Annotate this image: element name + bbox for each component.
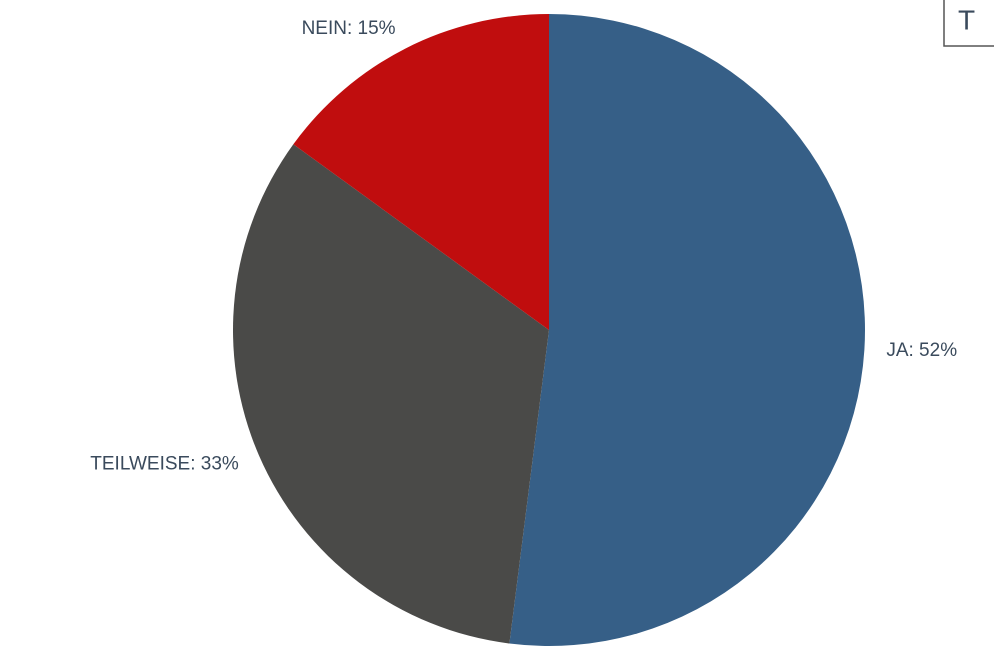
- pie-slice: [233, 144, 550, 644]
- data-label: NEIN: 15%: [302, 18, 396, 39]
- pie-slice: [509, 14, 865, 646]
- data-label: JA: 52%: [886, 340, 957, 361]
- data-label: TEILWEISE: 33%: [90, 453, 239, 474]
- chart-title: T: [958, 4, 975, 35]
- pie-slice: [293, 14, 549, 330]
- title-box: [943, 0, 994, 47]
